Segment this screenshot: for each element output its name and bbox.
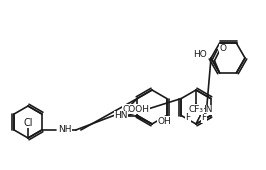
Text: CF₃: CF₃ bbox=[189, 105, 203, 114]
Text: NH: NH bbox=[58, 124, 71, 133]
Text: O: O bbox=[219, 44, 226, 53]
Text: F: F bbox=[193, 107, 198, 116]
Text: COOH: COOH bbox=[123, 105, 149, 114]
Text: HO: HO bbox=[193, 50, 206, 59]
Text: HN: HN bbox=[115, 111, 128, 120]
Text: F: F bbox=[201, 114, 207, 123]
Text: HN: HN bbox=[199, 106, 213, 115]
Text: OH: OH bbox=[157, 116, 171, 125]
Text: Cl: Cl bbox=[23, 118, 33, 128]
Text: F: F bbox=[185, 114, 190, 123]
